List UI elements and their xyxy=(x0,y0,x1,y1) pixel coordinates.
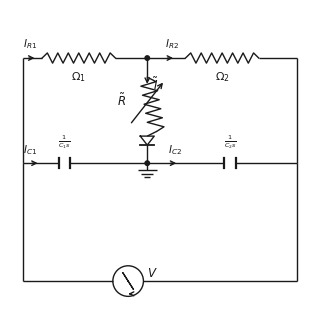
Text: $\tilde{R}$: $\tilde{R}$ xyxy=(117,93,126,109)
Text: $I_{R1}$: $I_{R1}$ xyxy=(23,37,37,51)
Text: $I_{C1}$: $I_{C1}$ xyxy=(23,144,37,157)
Text: $\frac{1}{C_1 s}$: $\frac{1}{C_1 s}$ xyxy=(58,133,71,151)
Circle shape xyxy=(145,56,149,60)
Text: $V$: $V$ xyxy=(147,267,157,280)
Text: $\tilde{I}$: $\tilde{I}$ xyxy=(153,77,159,93)
Text: $\Omega_1$: $\Omega_1$ xyxy=(71,70,86,84)
Text: $\Omega_2$: $\Omega_2$ xyxy=(215,70,229,84)
Text: $I_{C2}$: $I_{C2}$ xyxy=(168,144,182,157)
Text: $\frac{1}{C_2 s}$: $\frac{1}{C_2 s}$ xyxy=(224,133,236,151)
Circle shape xyxy=(145,161,149,165)
Text: $I_{R2}$: $I_{R2}$ xyxy=(165,37,179,51)
